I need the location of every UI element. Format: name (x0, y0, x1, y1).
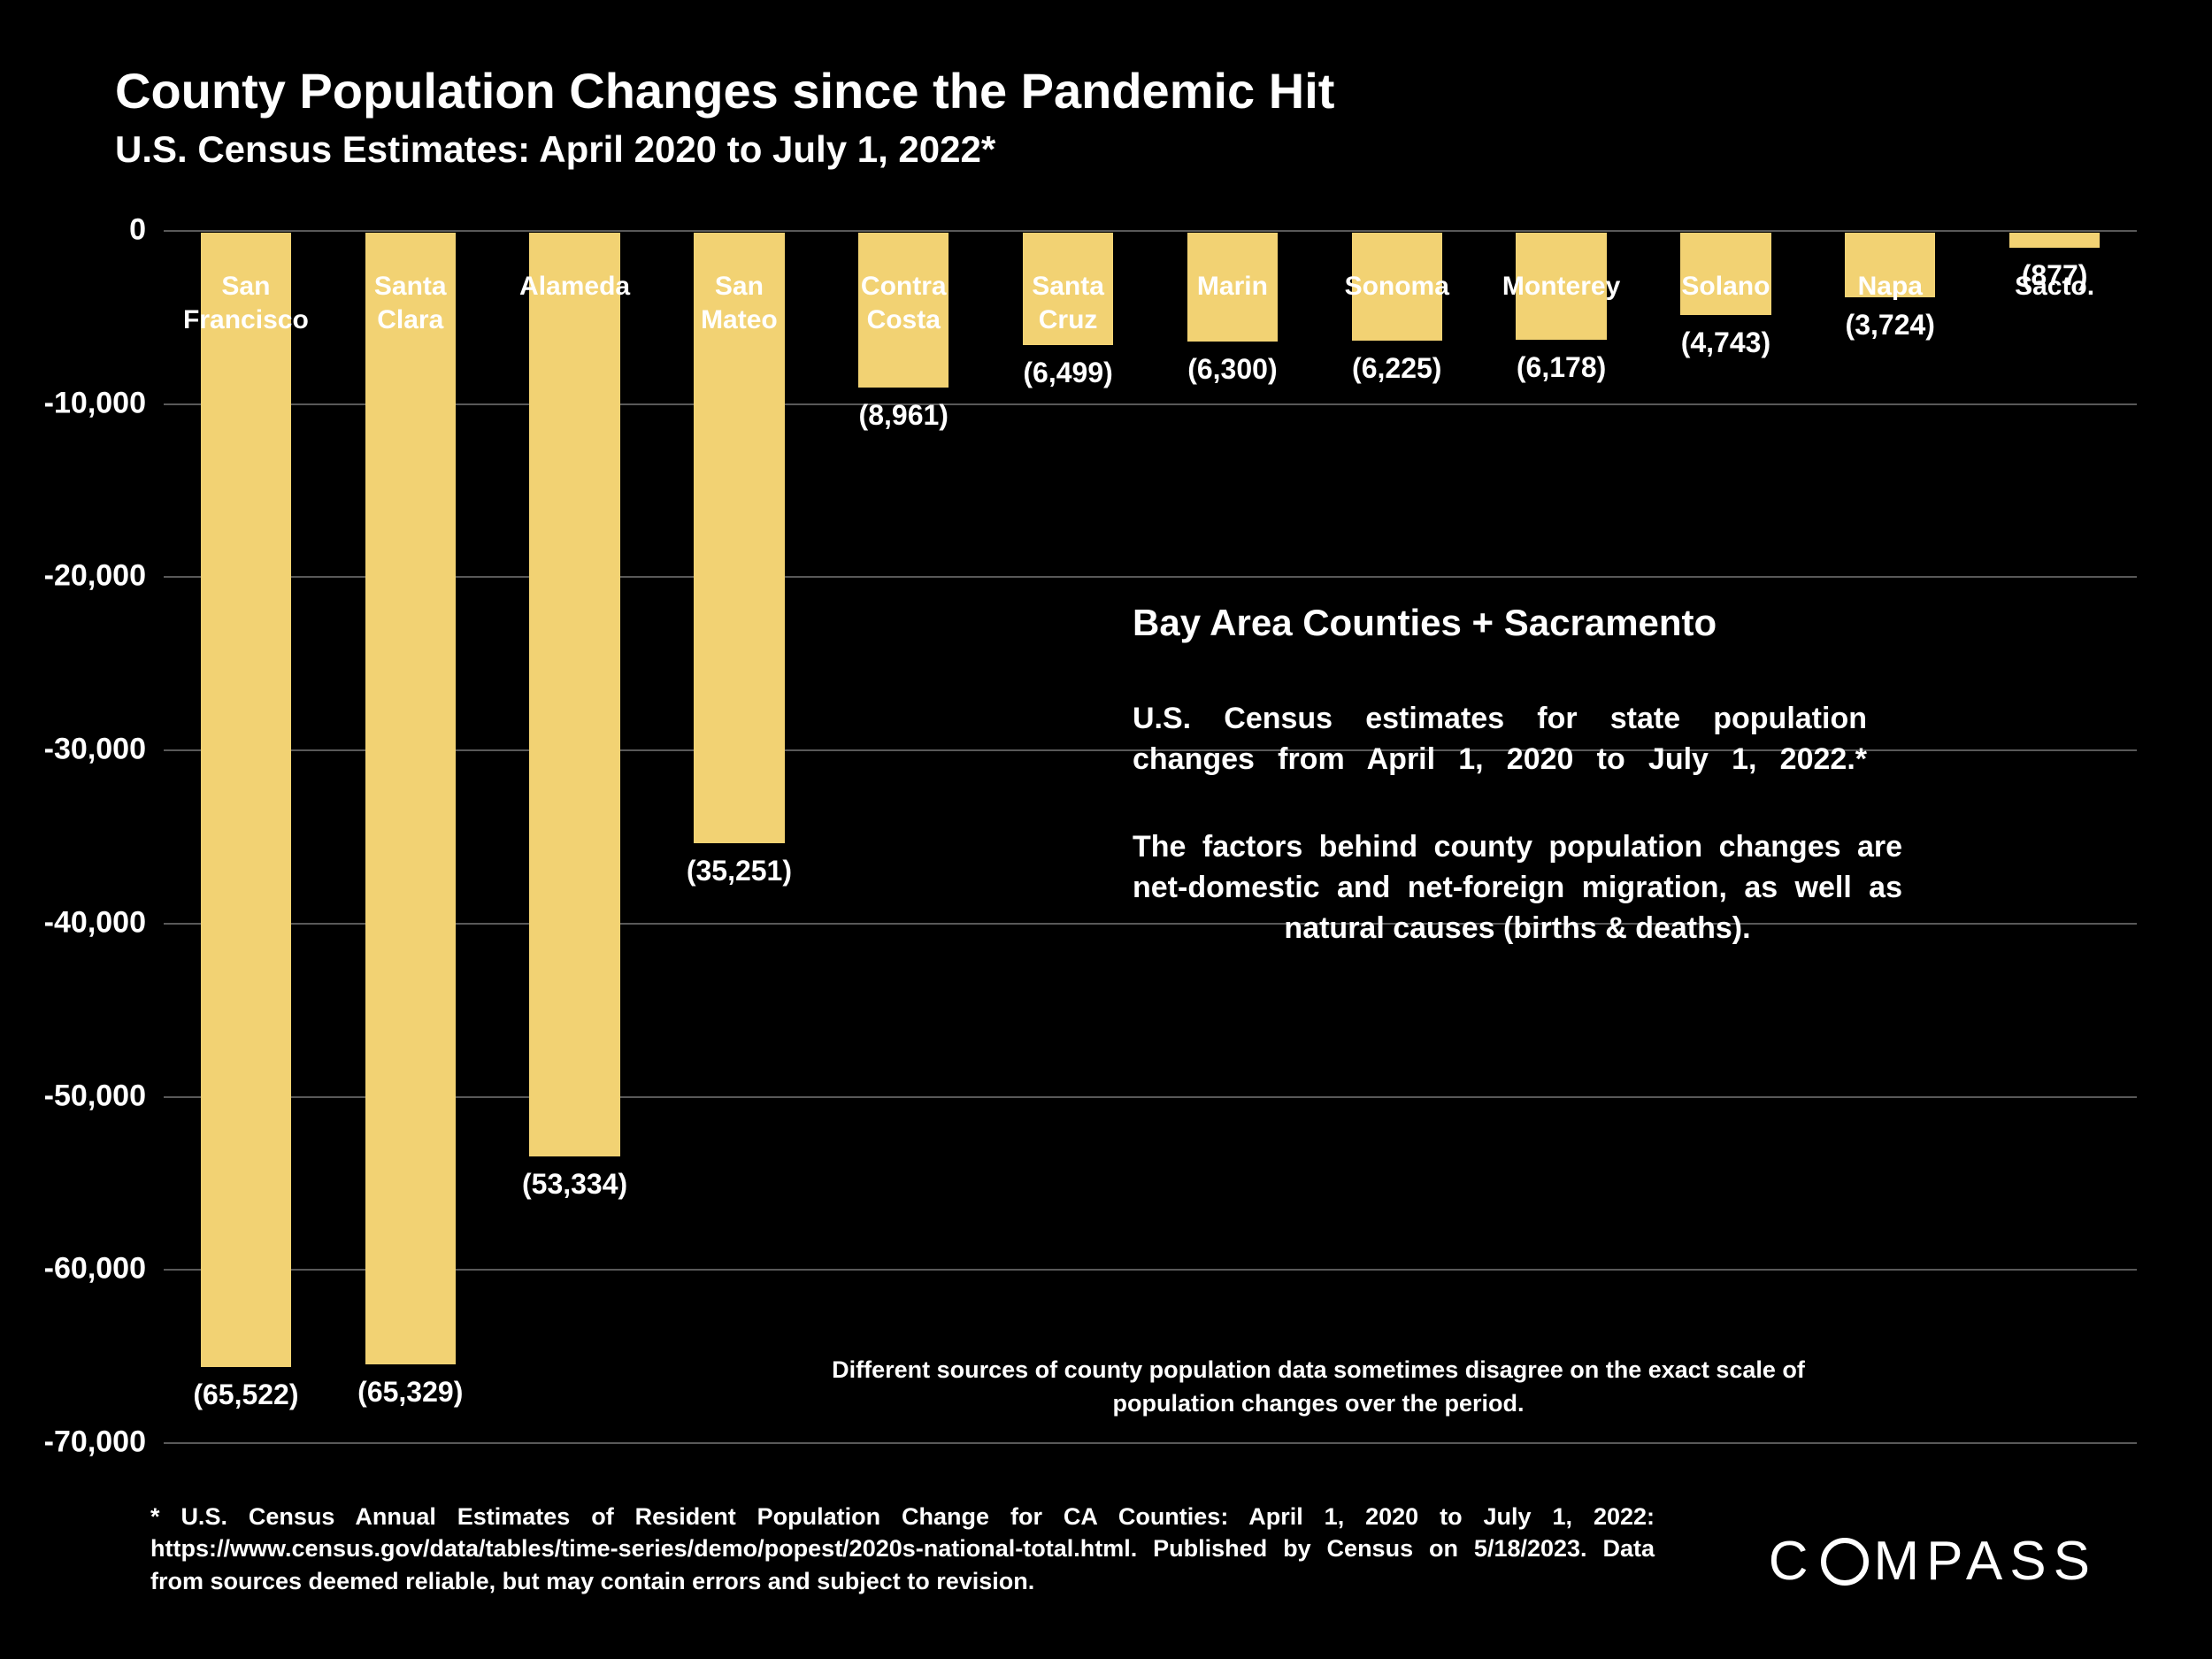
chart-subtitle: U.S. Census Estimates: April 2020 to Jul… (115, 128, 995, 171)
bar-value-label: (35,251) (687, 855, 792, 887)
annotation-heading: Bay Area Counties + Sacramento (1133, 602, 1717, 644)
bar (365, 233, 456, 1364)
ytick-label: 0 (129, 213, 146, 248)
bar-category-label: Marin (1197, 270, 1268, 303)
ytick-label: -50,000 (44, 1079, 146, 1113)
bar-category-label: Alameda (519, 270, 630, 303)
logo-o-icon (1821, 1538, 1869, 1586)
ytick-label: -20,000 (44, 559, 146, 594)
bar-value-label: (3,724) (1846, 309, 1935, 342)
bar-value-label: (6,178) (1517, 351, 1606, 384)
bar-category-label: SantaCruz (1032, 270, 1104, 336)
bar-category-label: SantaClara (374, 270, 447, 336)
ytick-label: -40,000 (44, 905, 146, 940)
gridline (164, 576, 2137, 578)
logo-letters: MPASS (1874, 1530, 2097, 1593)
compass-logo: C MPASS (1769, 1530, 2097, 1593)
bar-category-label: Sonoma (1345, 270, 1449, 303)
source-text: * U.S. Census Annual Estimates of Reside… (150, 1501, 1655, 1597)
bar-category-label: Solano (1681, 270, 1770, 303)
ytick-label: -70,000 (44, 1425, 146, 1460)
bar-value-label: (8,961) (859, 399, 949, 432)
bar-category-label: ContraCosta (861, 270, 947, 336)
annotation-line-2: The factors behind county population cha… (1133, 827, 1902, 949)
bar-category-label: Napa (1858, 270, 1923, 303)
logo-letter: C (1769, 1530, 1816, 1593)
gridline (164, 1269, 2137, 1271)
bar-value-label: (65,522) (193, 1379, 298, 1411)
bar-value-label: (6,300) (1187, 353, 1277, 386)
bar-value-label: (65,329) (357, 1376, 463, 1409)
bar-category-label: SanFrancisco (183, 270, 309, 336)
gridline (164, 1096, 2137, 1098)
bar-value-label: (6,499) (1023, 357, 1112, 389)
gridline (164, 403, 2137, 405)
bar-category-label: Monterey (1502, 270, 1620, 303)
bar (201, 233, 291, 1367)
chart-title: County Population Changes since the Pand… (115, 62, 1334, 119)
bar-category-label: SanMateo (701, 270, 778, 336)
ytick-label: -30,000 (44, 733, 146, 767)
bar-value-label: (877) (2022, 259, 2088, 292)
gridline (164, 1442, 2137, 1444)
bar-value-label: (4,743) (1681, 326, 1770, 359)
annotation-footnote: Different sources of county population d… (779, 1354, 1858, 1421)
annotation-line-1: U.S. Census estimates for state populati… (1133, 699, 1867, 780)
bar (529, 233, 619, 1156)
bar (2009, 233, 2100, 248)
gridline (164, 230, 2137, 232)
ytick-label: -60,000 (44, 1252, 146, 1286)
bar-value-label: (53,334) (522, 1168, 627, 1201)
ytick-label: -10,000 (44, 386, 146, 420)
bar-value-label: (6,225) (1352, 352, 1441, 385)
